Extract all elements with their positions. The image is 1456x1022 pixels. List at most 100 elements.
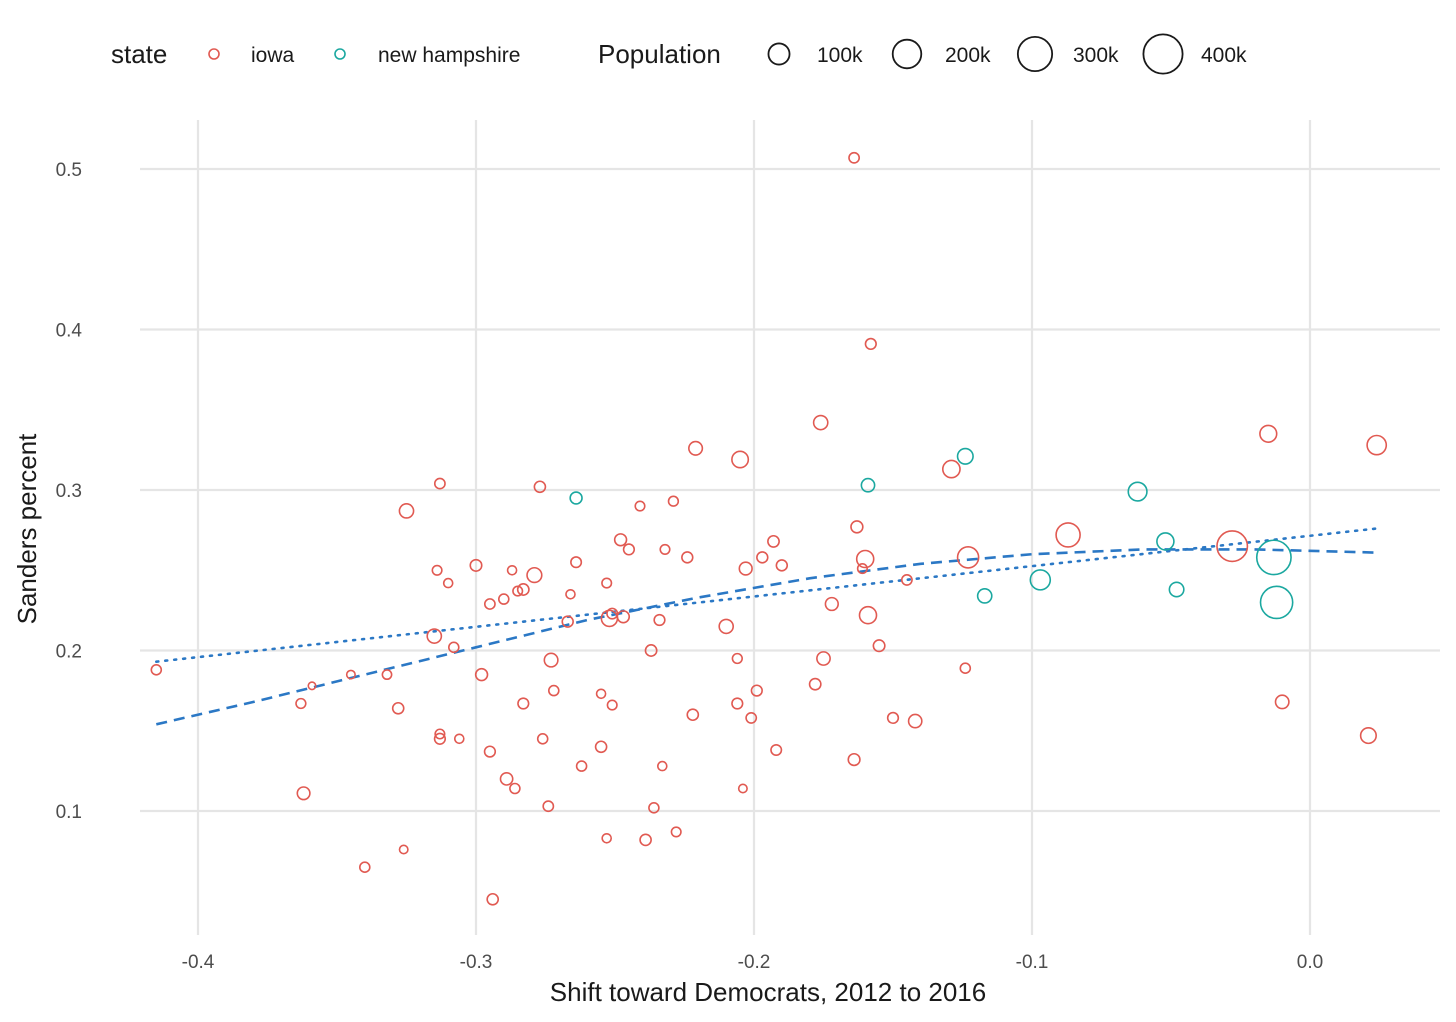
data-point-iowa <box>858 605 878 625</box>
data-point-iowa <box>606 699 618 711</box>
data-point-iowa <box>613 533 628 547</box>
data-point-iowa <box>447 641 460 654</box>
data-point-iowa <box>381 669 393 681</box>
data-point-iowa <box>483 598 496 610</box>
data-point-iowa <box>750 684 763 697</box>
points-layer <box>150 151 1388 906</box>
data-point-new-hampshire <box>1259 585 1294 620</box>
trend-line-loess <box>156 548 1377 726</box>
data-point-iowa <box>959 662 972 675</box>
trend-layer <box>155 527 1378 726</box>
data-point-iowa <box>469 558 483 572</box>
data-point-iowa <box>686 708 700 722</box>
data-point-iowa <box>767 534 780 548</box>
data-point-iowa <box>824 596 839 612</box>
data-point-new-hampshire <box>569 491 583 505</box>
y-tick-label: 0.1 <box>56 802 82 823</box>
data-point-iowa <box>1359 727 1377 745</box>
data-point-iowa <box>656 760 668 772</box>
legend-label-iowa: iowa <box>251 44 295 67</box>
data-point-iowa <box>509 782 521 795</box>
data-point-iowa <box>442 577 454 589</box>
x-axis-title: Shift toward Democrats, 2012 to 2016 <box>550 977 986 1007</box>
x-tick-label: -0.3 <box>460 952 493 973</box>
data-point-iowa <box>594 740 608 754</box>
data-point-iowa <box>808 677 822 691</box>
x-tick-label: -0.2 <box>738 952 771 973</box>
data-point-iowa <box>622 543 636 556</box>
data-point-iowa <box>864 337 877 351</box>
trend-line-linear <box>155 527 1378 663</box>
data-point-iowa <box>688 440 704 456</box>
y-axis-ticks: 0.1 0.2 0.3 0.4 0.5 <box>56 160 83 823</box>
data-point-iowa <box>486 892 500 906</box>
data-point-new-hampshire <box>1156 532 1175 551</box>
data-point-new-hampshire <box>1255 539 1292 576</box>
data-point-iowa <box>433 732 447 745</box>
data-point-iowa <box>1216 530 1249 563</box>
y-tick-label: 0.5 <box>56 160 82 181</box>
data-point-iowa <box>517 697 530 710</box>
data-point-iowa <box>956 546 980 569</box>
legend-size-key-400k <box>1142 33 1184 75</box>
data-point-iowa <box>653 613 666 627</box>
y-tick-label: 0.2 <box>56 642 82 663</box>
data-point-iowa <box>1055 522 1081 548</box>
data-point-iowa <box>886 711 900 725</box>
data-point-iowa <box>738 561 753 576</box>
data-point-iowa <box>150 663 163 676</box>
legend-label-new-hampshire: new hampshire <box>378 44 520 67</box>
data-point-iowa <box>296 786 311 801</box>
data-point-iowa <box>718 618 735 635</box>
data-point-iowa <box>499 771 514 786</box>
data-point-iowa <box>756 551 769 564</box>
legend-label-300k: 300k <box>1073 44 1119 67</box>
data-point-iowa <box>595 688 607 700</box>
data-point-iowa <box>737 783 748 794</box>
data-point-iowa <box>570 556 583 569</box>
data-point-iowa <box>433 477 446 490</box>
data-point-iowa <box>659 543 671 555</box>
data-point-iowa <box>855 549 875 569</box>
data-point-new-hampshire <box>1168 581 1185 598</box>
data-point-iowa <box>775 559 789 572</box>
data-point-iowa <box>731 652 743 665</box>
x-tick-label: -0.4 <box>182 952 215 973</box>
legend-key-new-hampshire <box>334 48 346 60</box>
y-tick-label: 0.4 <box>56 321 83 342</box>
data-point-iowa <box>474 667 489 682</box>
data-point-iowa <box>542 800 555 813</box>
legend-label-400k: 400k <box>1201 44 1247 67</box>
data-point-iowa <box>426 628 443 644</box>
data-point-iowa <box>483 745 497 758</box>
data-point-iowa <box>547 684 560 697</box>
data-point-iowa <box>434 728 446 740</box>
data-point-iowa <box>941 459 961 479</box>
data-point-iowa <box>848 151 861 164</box>
data-point-iowa <box>295 697 307 710</box>
data-point-iowa <box>533 480 547 494</box>
data-point-iowa <box>526 566 543 584</box>
data-point-iowa <box>358 861 371 874</box>
data-point-iowa <box>856 563 868 575</box>
legend-label-100k: 100k <box>817 44 863 67</box>
data-point-iowa <box>1274 694 1290 710</box>
data-point-iowa <box>616 610 631 624</box>
data-point-iowa <box>431 564 443 576</box>
y-tick-label: 0.3 <box>56 481 82 502</box>
data-point-new-hampshire <box>860 477 876 493</box>
data-point-iowa <box>634 500 646 512</box>
data-point-iowa <box>601 832 613 844</box>
data-point-new-hampshire <box>1127 481 1148 502</box>
x-axis-ticks: -0.4 -0.3 -0.2 -0.1 0.0 <box>182 952 1324 973</box>
data-point-iowa <box>670 826 682 838</box>
grid-layer <box>140 120 1440 935</box>
data-point-iowa <box>601 577 613 589</box>
data-point-iowa <box>391 701 405 715</box>
data-point-new-hampshire <box>976 588 993 604</box>
data-point-iowa <box>516 583 530 596</box>
data-point-iowa <box>307 681 317 691</box>
data-point-iowa <box>497 593 510 605</box>
data-point-iowa <box>648 801 660 814</box>
